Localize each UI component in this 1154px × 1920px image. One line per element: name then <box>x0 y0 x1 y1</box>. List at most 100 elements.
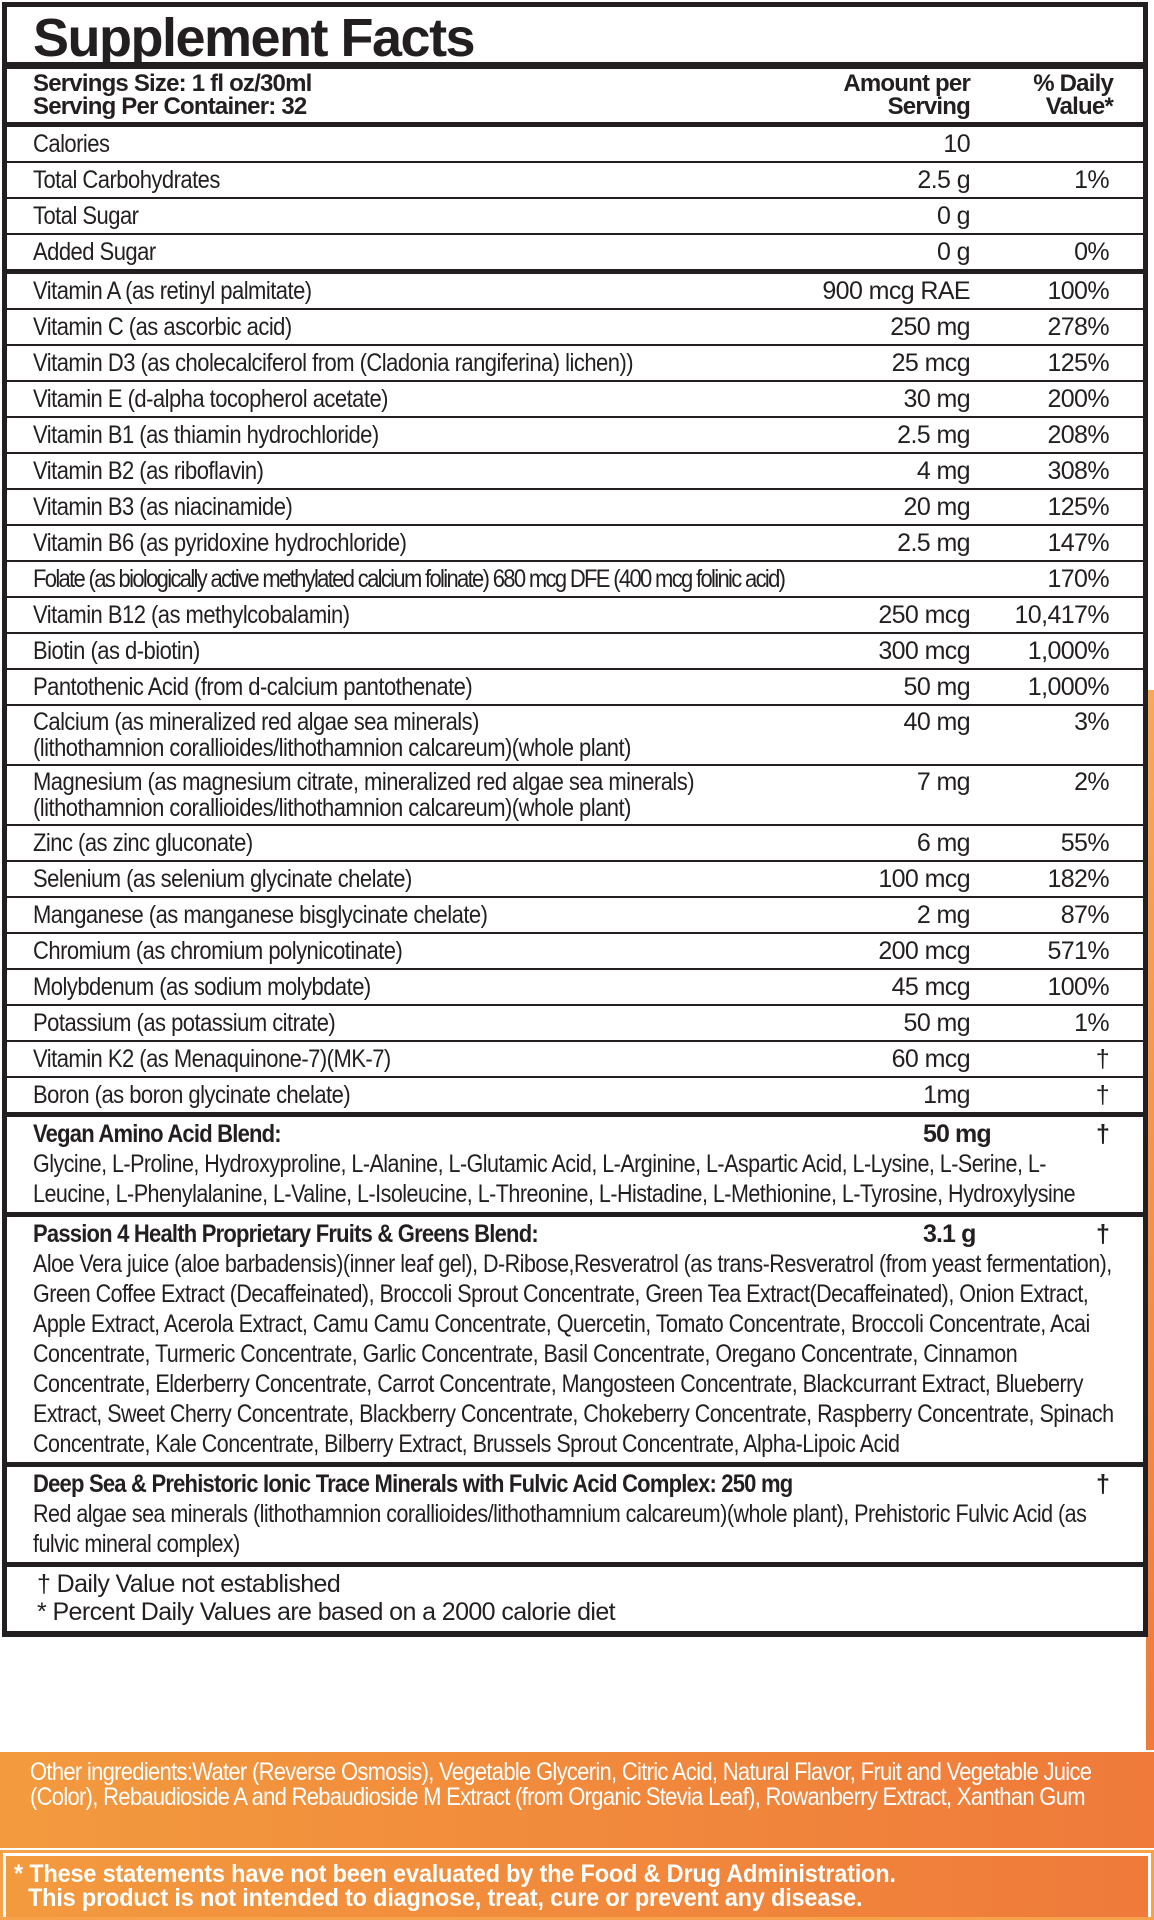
nutrient-row: Pantothenic Acid (from d-calcium pantoth… <box>7 670 1143 706</box>
nutrient-name-line: Calories <box>33 127 720 161</box>
nutrient-daily-value: 170% <box>1047 565 1109 593</box>
nutrient-name-line: Magnesium (as magnesium citrate, mineral… <box>33 769 720 795</box>
nutrient-row: Molybdenum (as sodium molybdate) 45 mcg 10… <box>7 970 1143 1006</box>
nutrient-amount: 50 mg <box>903 1009 971 1037</box>
nutrient-name: Vitamin B2 (as riboflavin) <box>33 454 720 488</box>
nutrient-name: Vitamin A (as retinyl palmitate) <box>33 274 720 308</box>
nutrient-name-line: Folate (as biologically active methylate… <box>33 562 786 596</box>
nutrient-row: Folate (as biologically active methylate… <box>7 562 1143 598</box>
nutrient-daily-value: 571% <box>1047 937 1109 965</box>
nutrient-name-text: Zinc (as zinc gluconate) <box>33 829 253 857</box>
nutrient-name: Molybdenum (as sodium molybdate) <box>33 970 720 1004</box>
nutrient-daily-value: 182% <box>1047 865 1109 893</box>
nutrient-amount: 20 mg <box>903 493 971 521</box>
blends: Vegan Amino Acid Blend: 50 mg † Glycine, L-… <box>7 1117 1143 1567</box>
nutrient-name: Selenium (as selenium glycinate chelate) <box>33 862 720 896</box>
nutrient-row: Vitamin D3 (as cholecalciferol from (Cla… <box>7 346 1143 382</box>
amount-header-2: Serving <box>887 93 971 120</box>
nutrient-name: Vitamin E (d-alpha tocopherol acetate) <box>33 382 720 416</box>
nutrient-amount: 7 mg <box>916 768 971 796</box>
blend-name-wrap: Passion 4 Health Proprietary Fruits & Gr… <box>33 1219 923 1249</box>
disclaimer-line-2: This product is not intended to diagnose… <box>28 1884 863 1912</box>
nutrient-row: Vitamin B3 (as niacinamide) 20 mg 125% <box>7 490 1143 526</box>
nutrient-daily-value: 3% <box>1074 708 1110 736</box>
blend-header: Vegan Amino Acid Blend: 50 mg † <box>33 1119 1123 1149</box>
nutrient-amount: 100 mcg <box>878 865 970 893</box>
nutrient-daily-value: 100% <box>1047 973 1109 1001</box>
blend-daily-value: † <box>1095 1220 1110 1248</box>
nutrient-name-line: Vitamin B3 (as niacinamide) <box>33 490 720 524</box>
nutrient-row: Vitamin B6 (as pyridoxine hydrochloride)… <box>7 526 1143 562</box>
nutrient-name-text: Calories <box>33 130 110 158</box>
disclaimer-line-1: * These statements have not been evaluat… <box>14 1860 896 1888</box>
nutrient-name: Pantothenic Acid (from d-calcium pantoth… <box>33 670 720 704</box>
nutrient-name-text: Vitamin D3 (as cholecalciferol from (Cla… <box>33 349 634 377</box>
blend-daily-value: † <box>1095 1120 1110 1148</box>
nutrient-name-text: Total Sugar <box>33 202 139 230</box>
nutrient-name-line: Vitamin B6 (as pyridoxine hydrochloride) <box>33 526 720 560</box>
nutrient-amount: 60 mcg <box>891 1045 971 1073</box>
nutrient-name-text: Vitamin A (as retinyl palmitate) <box>33 277 312 305</box>
nutrient-name-text: Total Carbohydrates <box>33 166 220 194</box>
nutrient-name-text: Vitamin B2 (as riboflavin) <box>33 457 264 485</box>
nutrient-name: Manganese (as manganese bisglycinate che… <box>33 898 720 932</box>
nutrient-row: Calories 10 <box>7 127 1143 163</box>
nutrient-name: Vitamin K2 (as Menaquinone-7)(MK-7) <box>33 1042 720 1076</box>
nutrient-name-line: Vitamin C (as ascorbic acid) <box>33 310 720 344</box>
blend-amount <box>923 1469 1083 1499</box>
nutrient-name-line-2: (lithothamnion corallioides/lithothamnio… <box>33 735 720 761</box>
nutrient-name-line: Molybdenum (as sodium molybdate) <box>33 970 720 1004</box>
serving-header: Servings Size: 1 fl oz/30ml Serving Per C… <box>7 69 1143 127</box>
nutrient-amount: 10 <box>943 130 970 158</box>
orange-edge <box>1146 690 1154 1750</box>
nutrient-amount: 40 mg <box>903 708 971 736</box>
nutrient-amount: 2.5 mg <box>897 421 970 449</box>
nutrient-name-text: Boron (as boron glycinate chelate) <box>33 1081 351 1109</box>
blend-section: Vegan Amino Acid Blend: 50 mg † Glycine, L-… <box>7 1117 1143 1217</box>
nutrient-name: Calories <box>33 127 720 161</box>
nutrient-daily-value: 208% <box>1047 421 1109 449</box>
nutrient-daily-value <box>970 199 1143 233</box>
nutrient-name-text: Vitamin B12 (as methylcobalamin) <box>33 601 350 629</box>
nutrient-name: Total Carbohydrates <box>33 163 720 197</box>
nutrient-row: Vitamin E (d-alpha tocopherol acetate) 30… <box>7 382 1143 418</box>
nutrient-row: Added Sugar 0 g 0% <box>7 235 1143 274</box>
nutrient-row: Chromium (as chromium polynicotinate) 200… <box>7 934 1143 970</box>
disclaimer-line-2-wrap: This product is not intended to diagnose… <box>14 1884 1148 1912</box>
dv-header-2: Value* <box>1045 93 1114 120</box>
nutrient-row: Vitamin A (as retinyl palmitate) 900 mcg … <box>7 274 1143 310</box>
nutrient-name-text: Folate (as biologically active methylate… <box>33 565 786 593</box>
amount-header-1: Amount per <box>843 70 970 97</box>
basic-rows: Calories 10 Total Carbohydrates 2.5 g 1% Tota… <box>7 127 1143 274</box>
blend-ingredients: Glycine, L-Proline, Hydroxyproline, L-Al… <box>33 1150 1076 1208</box>
nutrient-row: Vitamin B2 (as riboflavin) 4 mg 308% <box>7 454 1143 490</box>
nutrient-name-text-2: (lithothamnion corallioides/lithothamnio… <box>33 734 631 762</box>
nutrient-daily-value: 308% <box>1047 457 1109 485</box>
nutrient-amount: 250 mcg <box>878 601 970 629</box>
nutrient-name-text: Vitamin B6 (as pyridoxine hydrochloride) <box>33 529 407 557</box>
nutrient-amount: 6 mg <box>916 829 971 857</box>
nutrient-daily-value: 278% <box>1047 313 1109 341</box>
nutrient-name-text: Selenium (as selenium glycinate chelate) <box>33 865 412 893</box>
nutrient-name: Magnesium (as magnesium citrate, mineral… <box>33 769 720 821</box>
other-ingredients-text: Other ingredients:Water (Reverse Osmosis… <box>30 1758 1092 1811</box>
nutrient-daily-value: 1,000% <box>1027 673 1110 701</box>
nutrient-amount: 4 mg <box>916 457 971 485</box>
blend-header: Passion 4 Health Proprietary Fruits & Gr… <box>33 1219 1123 1249</box>
blend-name: Deep Sea & Prehistoric Ionic Trace Miner… <box>33 1470 793 1498</box>
nutrient-daily-value: † <box>1095 1045 1110 1073</box>
blend-name: Vegan Amino Acid Blend: <box>33 1120 282 1148</box>
nutrient-daily-value: 100% <box>1047 277 1109 305</box>
nutrient-name-line: Vitamin K2 (as Menaquinone-7)(MK-7) <box>33 1042 720 1076</box>
nutrient-daily-value: 87% <box>1060 901 1110 929</box>
nutrient-row: Vitamin C (as ascorbic acid) 250 mg 278% <box>7 310 1143 346</box>
nutrient-amount: 1mg <box>923 1081 970 1109</box>
nutrient-name-line: Added Sugar <box>33 235 720 269</box>
nutrient-name-line: Boron (as boron glycinate chelate) <box>33 1078 720 1112</box>
nutrient-name: Folate (as biologically active methylate… <box>33 562 786 596</box>
nutrient-name: Zinc (as zinc gluconate) <box>33 826 720 860</box>
nutrient-name-text-2: (lithothamnion corallioides/lithothamnio… <box>33 794 631 822</box>
nutrient-amount: 200 mcg <box>878 937 970 965</box>
serving-size: Servings Size: 1 fl oz/30ml <box>33 70 312 97</box>
nutrient-name: Calcium (as mineralized red algae sea mi… <box>33 709 720 761</box>
